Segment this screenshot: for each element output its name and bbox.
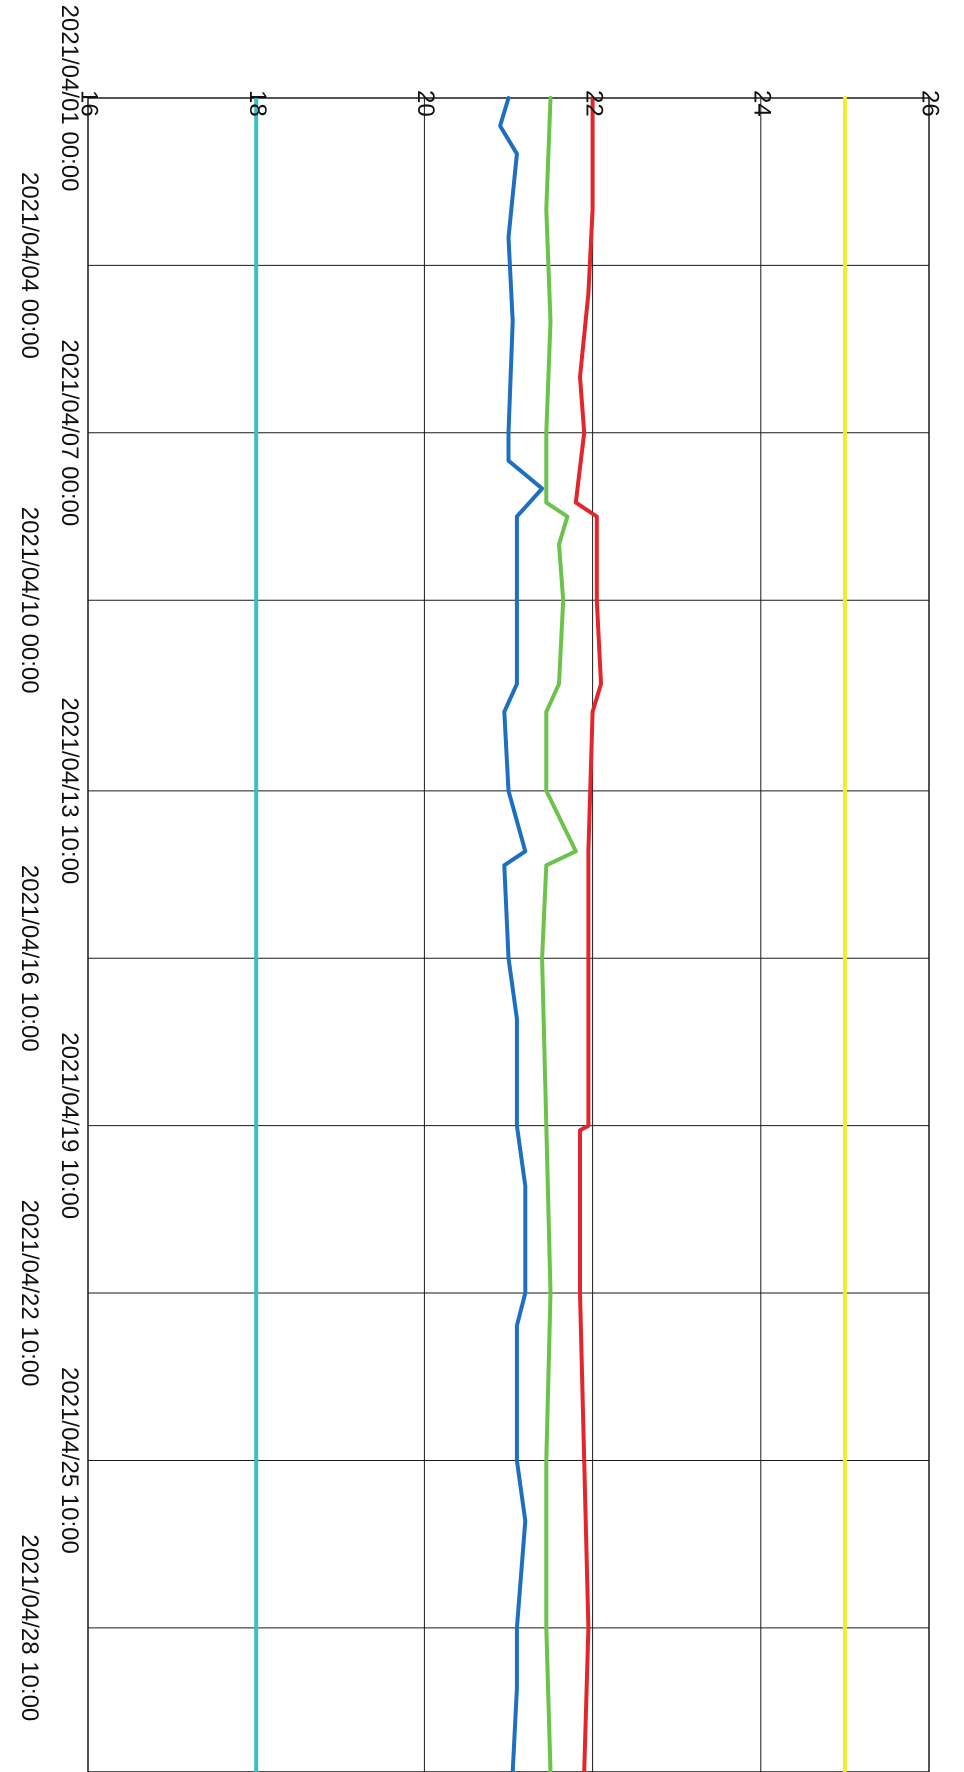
time-tick-label: 2021/04/19 10:00 xyxy=(56,1032,83,1219)
time-tick-label: 2021/04/04 00:00 xyxy=(16,172,43,359)
series-line-3 xyxy=(573,96,603,1772)
time-tick-label: 2021/04/01 00:00 xyxy=(56,5,83,192)
time-tick-label: 2021/04/25 10:00 xyxy=(56,1367,83,1554)
value-tick-label: 20 xyxy=(412,90,439,117)
value-tick-label: 18 xyxy=(244,90,271,117)
time-tick-label: 2021/04/28 10:00 xyxy=(16,1534,43,1721)
x-tick-labels: 2021/04/01 00:00 2021/04/04 00:00 2021/04/… xyxy=(16,5,83,1722)
time-tick-label: 2021/04/10 00:00 xyxy=(16,507,43,694)
time-tick-label: 2021/04/22 10:00 xyxy=(16,1200,43,1387)
series-line-5 xyxy=(498,96,545,1772)
value-tick-label: 24 xyxy=(748,90,775,117)
time-tick-label: 2021/04/16 10:00 xyxy=(16,865,43,1052)
time-tick-label: 2021/04/13 10:00 xyxy=(56,697,83,884)
series-line-4 xyxy=(540,96,578,1772)
time-tick-label: 2021/04/07 00:00 xyxy=(56,339,83,526)
series-layer xyxy=(254,96,847,1772)
y-tick-labels: 16 18 20 22 24 26 xyxy=(76,90,944,117)
value-tick-label: 26 xyxy=(917,90,944,117)
value-tick-label: 16 xyxy=(76,90,103,117)
value-tick-label: 22 xyxy=(580,90,607,117)
